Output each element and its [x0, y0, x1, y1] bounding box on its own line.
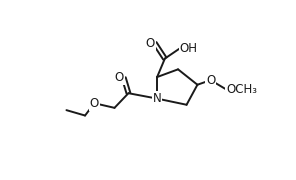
Text: O: O: [206, 74, 215, 87]
Text: OH: OH: [180, 42, 198, 55]
Text: O: O: [115, 71, 124, 84]
Text: O: O: [90, 97, 99, 110]
Text: O: O: [146, 37, 155, 50]
Text: N: N: [153, 92, 162, 105]
Text: OCH₃: OCH₃: [226, 83, 257, 96]
